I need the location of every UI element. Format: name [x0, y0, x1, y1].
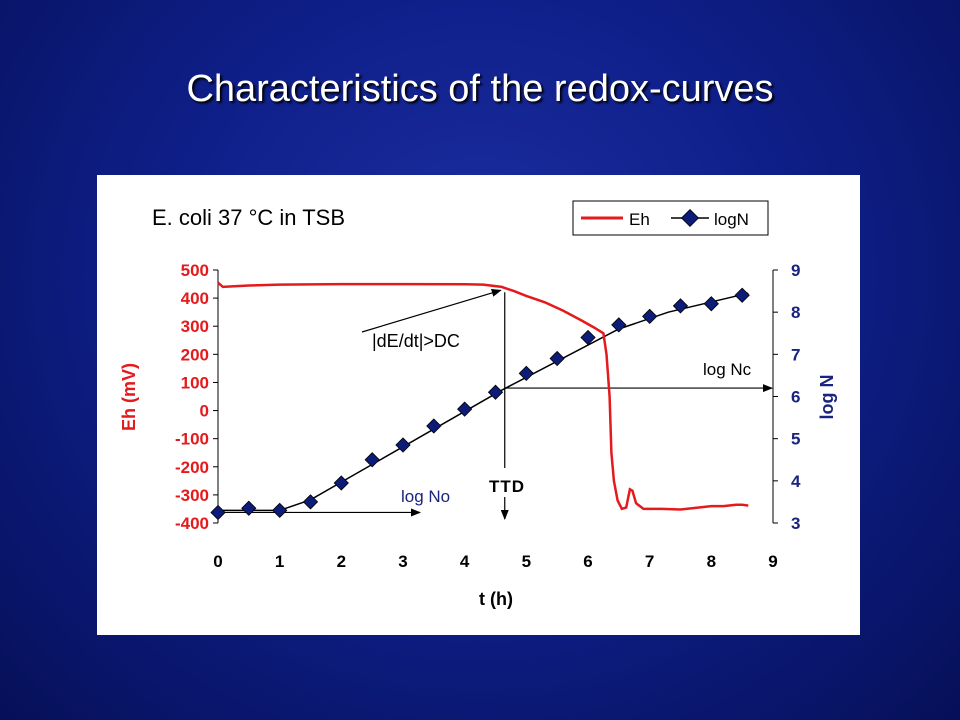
x-tick-label: 6	[583, 552, 592, 571]
left-tick-label: -200	[175, 458, 209, 477]
right-tick-label: 9	[791, 261, 800, 280]
x-tick-label: 2	[337, 552, 346, 571]
logn-marker	[734, 287, 750, 303]
redox-chart: E. coli 37 °C in TSB Eh logN 50040030020…	[119, 200, 837, 609]
x-axis-label: t (h)	[479, 589, 513, 609]
chart-panel: E. coli 37 °C in TSB Eh logN 500 400 300 20…	[97, 175, 860, 635]
x-tick-label: 0	[213, 552, 222, 571]
x-tick-label: 3	[398, 552, 407, 571]
left-tick-label: -100	[175, 430, 209, 449]
left-tick-label: 0	[200, 402, 209, 421]
slide-title: Characteristics of the redox-curves	[186, 68, 774, 110]
legend: Eh logN	[572, 200, 769, 236]
left-tick-label: -300	[175, 486, 209, 505]
x-tick-label: 1	[275, 552, 284, 571]
logn-marker	[487, 384, 504, 400]
left-tick-label: 400	[181, 289, 209, 308]
logn-marker	[395, 437, 411, 453]
logn-marker	[580, 329, 596, 346]
y-axis-left-label: Eh (mV)	[119, 363, 139, 431]
logn-marker	[642, 308, 658, 325]
logn-marker	[364, 452, 380, 468]
left-tick-label: 300	[181, 317, 209, 336]
logn-marker	[210, 504, 226, 521]
x-tick-label: 7	[645, 552, 654, 571]
right-tick-label: 7	[791, 345, 800, 364]
logn-marker	[518, 365, 534, 381]
x-tick-label: 9	[768, 552, 777, 571]
logn-marker	[426, 418, 442, 434]
eh-line	[217, 281, 749, 511]
logn-marker	[703, 296, 719, 312]
eh-series	[217, 281, 749, 511]
logn-marker	[302, 494, 319, 510]
log-no-label: log No	[401, 487, 450, 506]
left-tick-label: 500	[181, 261, 209, 280]
ttd-label: TTD	[489, 477, 525, 496]
logn-marker	[241, 500, 257, 516]
left-tick-label: -400	[175, 514, 209, 533]
right-tick-label: 8	[791, 303, 800, 322]
x-tick-label: 5	[522, 552, 531, 571]
y-axis-right-label: log N	[817, 375, 837, 420]
logn-fit-line	[218, 292, 749, 512]
legend-logn-marker	[680, 208, 700, 228]
log-nc-label: log Nc	[703, 360, 752, 379]
legend-eh-label: Eh	[629, 210, 650, 229]
chart-title: E. coli 37 °C in TSB	[152, 205, 345, 230]
logn-marker	[549, 350, 565, 367]
x-tick-label: 4	[460, 552, 470, 571]
dedt-arrow	[361, 289, 502, 333]
logn-series	[218, 292, 749, 512]
right-tick-label: 5	[791, 430, 800, 449]
dedt-label: |dE/dt|>DC	[372, 331, 460, 351]
logn-marker	[672, 298, 689, 314]
right-tick-label: 6	[791, 388, 800, 407]
left-axis-ticks: 500 400 300 200 100 0 -100 -200 -300 -400	[175, 261, 218, 533]
left-tick-label: 100	[181, 373, 209, 392]
logn-marker	[457, 401, 473, 417]
x-axis-ticks: 0 1 2 3 4 5 6 7 8 9	[213, 552, 777, 571]
logn-marker	[333, 475, 349, 491]
logn-markers	[210, 287, 750, 521]
right-tick-label: 3	[791, 514, 800, 533]
annotations: |dE/dt|>DC TTD log No log Nc	[218, 289, 773, 520]
right-tick-label: 4	[791, 472, 801, 491]
legend-logn-label: logN	[714, 210, 749, 229]
logn-marker	[611, 317, 627, 333]
left-tick-label: 200	[181, 345, 209, 364]
x-tick-label: 8	[707, 552, 716, 571]
right-axis-ticks: 9 8 7 6 5 4 3	[773, 261, 801, 533]
logn-marker	[272, 502, 288, 518]
